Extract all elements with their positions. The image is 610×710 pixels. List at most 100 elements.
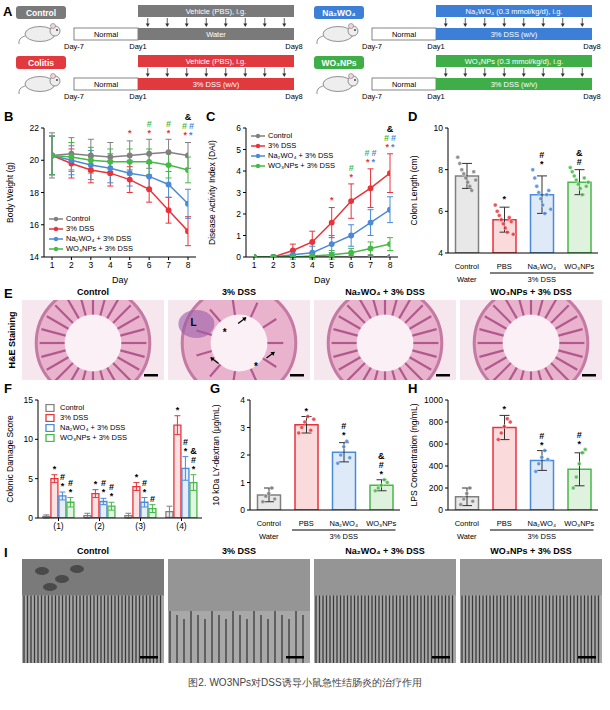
- svg-text:Control: Control: [455, 262, 480, 271]
- svg-text:*: *: [143, 487, 147, 497]
- svg-text:*: *: [342, 430, 346, 440]
- svg-text:Normal: Normal: [392, 80, 417, 89]
- svg-text:*: *: [304, 406, 308, 416]
- svg-text:Day1: Day1: [427, 42, 445, 51]
- svg-text:Na₂WO₄: Na₂WO₄: [528, 519, 556, 528]
- svg-text:7: 7: [368, 260, 373, 270]
- svg-text:Water: Water: [457, 532, 477, 541]
- svg-text:22: 22: [30, 123, 40, 133]
- svg-text:Control: Control: [26, 8, 56, 18]
- svg-text:800: 800: [429, 417, 443, 427]
- svg-text:WO₃NPs: WO₃NPs: [321, 58, 356, 68]
- svg-text:WO₃NPs: WO₃NPs: [564, 519, 594, 528]
- svg-text:8: 8: [186, 260, 191, 270]
- svg-text:14: 14: [30, 252, 40, 262]
- svg-text:6: 6: [349, 260, 354, 270]
- svg-text:Water: Water: [259, 532, 279, 541]
- svg-text:(1): (1): [53, 521, 64, 531]
- svg-text:*: *: [147, 128, 151, 138]
- svg-text:3: 3: [290, 260, 295, 270]
- svg-text:10: 10: [434, 123, 444, 133]
- svg-text:5: 5: [127, 260, 132, 270]
- svg-text:Day-7: Day-7: [64, 92, 84, 101]
- svg-text:4: 4: [236, 166, 241, 176]
- svg-text:6: 6: [438, 206, 443, 216]
- svg-text:*: *: [502, 194, 506, 204]
- svg-text:*: *: [69, 487, 73, 497]
- svg-text:**: **: [366, 157, 376, 167]
- svg-text:Day8: Day8: [583, 92, 601, 101]
- svg-text:Na₂WO₄ (0.3 mmol/kg/d), i.g.: Na₂WO₄ (0.3 mmol/kg/d), i.g.: [466, 7, 563, 16]
- svg-text:15: 15: [24, 395, 34, 405]
- svg-text:2: 2: [236, 209, 241, 219]
- svg-text:WO₃NPs (0.3 mmol/kg/d), i.g.: WO₃NPs (0.3 mmol/kg/d), i.g.: [465, 57, 564, 66]
- svg-text:*: *: [349, 172, 353, 182]
- svg-text:5: 5: [329, 260, 334, 270]
- svg-text:Body Weight (g): Body Weight (g): [5, 162, 15, 223]
- svg-text:3% DSS: 3% DSS: [330, 532, 358, 541]
- svg-text:Na₂WO₄: Na₂WO₄: [330, 519, 358, 528]
- svg-text:*: *: [176, 405, 180, 415]
- svg-text:200: 200: [429, 483, 443, 493]
- svg-text:PBS: PBS: [497, 519, 512, 528]
- svg-text:Vehicle (PBS), i.g.: Vehicle (PBS), i.g.: [186, 57, 246, 66]
- svg-text:Day-7: Day-7: [362, 92, 382, 101]
- svg-text:Colonic Damage Score: Colonic Damage Score: [5, 415, 15, 503]
- svg-text:**: **: [183, 130, 193, 140]
- svg-text:2: 2: [271, 260, 276, 270]
- svg-text:Control: Control: [455, 519, 480, 528]
- svg-text:3% DSS (w/v): 3% DSS (w/v): [491, 30, 538, 39]
- svg-text:10 kDa LY-dextran (μg/mL): 10 kDa LY-dextran (μg/mL): [211, 404, 221, 505]
- svg-text:3% DSS (w/v): 3% DSS (w/v): [491, 80, 538, 89]
- svg-text:Na₂WO₄: Na₂WO₄: [322, 8, 355, 18]
- svg-text:Water: Water: [206, 30, 226, 39]
- svg-text:WO₃NPs: WO₃NPs: [564, 262, 594, 271]
- svg-text:*: *: [110, 491, 114, 501]
- svg-text:*: *: [94, 479, 98, 489]
- svg-text:5: 5: [236, 145, 241, 155]
- svg-text:Day1: Day1: [129, 42, 147, 51]
- svg-text:7: 7: [166, 260, 171, 270]
- svg-text:1000: 1000: [424, 395, 443, 405]
- svg-text:Vehicle (PBS), i.g.: Vehicle (PBS), i.g.: [186, 7, 246, 16]
- svg-text:*: *: [223, 327, 227, 338]
- svg-text:600: 600: [429, 439, 443, 449]
- svg-text:3% DSS (w/v): 3% DSS (w/v): [193, 80, 240, 89]
- svg-text:2: 2: [69, 260, 74, 270]
- svg-text:Control: Control: [257, 519, 282, 528]
- svg-text:5: 5: [28, 474, 33, 484]
- svg-text:WO₃NPs: WO₃NPs: [366, 519, 396, 528]
- svg-text:Colitis: Colitis: [28, 58, 54, 68]
- svg-text:Day1: Day1: [427, 92, 445, 101]
- svg-text:Water: Water: [457, 275, 477, 284]
- svg-text:2: 2: [240, 450, 245, 460]
- svg-text:*: *: [540, 159, 544, 169]
- svg-text:3: 3: [236, 188, 241, 198]
- svg-text:*: *: [254, 361, 258, 372]
- svg-text:Day: Day: [314, 275, 331, 285]
- svg-text:*: *: [184, 446, 188, 456]
- svg-text:1: 1: [252, 260, 257, 270]
- svg-text:1: 1: [236, 231, 241, 241]
- svg-text:(4): (4): [176, 521, 187, 531]
- svg-text:*: *: [192, 464, 196, 474]
- svg-text:Colon Length (cm): Colon Length (cm): [409, 155, 419, 225]
- svg-text:4: 4: [438, 248, 443, 258]
- svg-text:0: 0: [240, 505, 245, 515]
- svg-text:Day8: Day8: [285, 42, 303, 51]
- svg-text:1: 1: [240, 478, 245, 488]
- svg-text:(3): (3): [135, 521, 146, 531]
- svg-text:Normal: Normal: [94, 30, 119, 39]
- svg-text:Day8: Day8: [285, 92, 303, 101]
- svg-text:Disease Activity Index (DAI): Disease Activity Index (DAI): [207, 140, 217, 245]
- svg-text:Normal: Normal: [392, 30, 417, 39]
- svg-text:4: 4: [108, 260, 113, 270]
- svg-text:**: **: [385, 142, 395, 152]
- svg-text:*: *: [167, 128, 171, 138]
- svg-text:H&E Staining: H&E Staining: [7, 311, 17, 368]
- svg-text:#: #: [577, 157, 582, 167]
- svg-text:6: 6: [236, 123, 241, 133]
- svg-text:Day-7: Day-7: [362, 42, 382, 51]
- svg-text:Day-7: Day-7: [64, 42, 84, 51]
- svg-text:PBS: PBS: [299, 519, 314, 528]
